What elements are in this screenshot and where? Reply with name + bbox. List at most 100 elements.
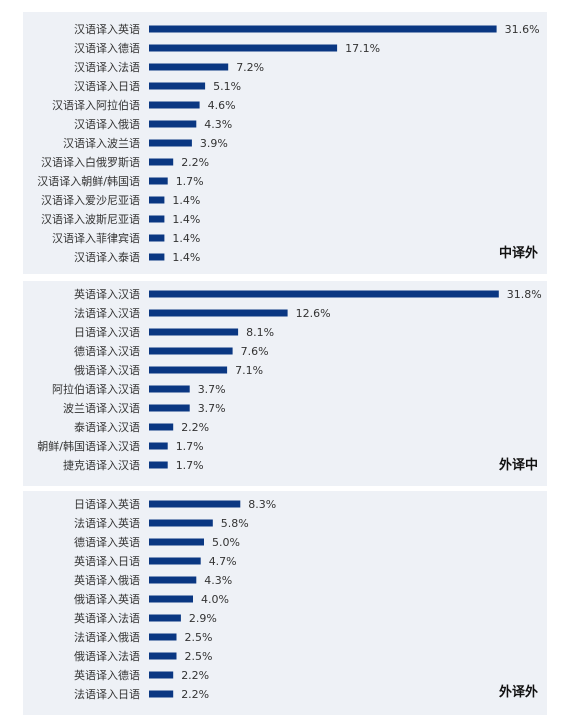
panel-title-foreign-to-foreign: 外译外 <box>498 685 538 700</box>
bar <box>149 290 499 298</box>
chart-panel-foreign-to-zh: 英语译入汉语 31.8% 法语译入汉语 12.6% 日语译入汉语 8.1% 德语译入汉语 7.… <box>23 281 547 486</box>
bar <box>149 44 338 52</box>
bar <box>149 253 165 261</box>
category-label: 法语译入英语 <box>74 516 140 530</box>
category-label: 泰语译入汉语 <box>74 420 140 434</box>
category-label: 汉语译入朝鲜/韩国语 <box>37 174 140 188</box>
category-label: 法语译入俄语 <box>74 630 140 644</box>
bar <box>149 385 190 393</box>
bar <box>149 158 174 166</box>
value-label: 1.7% <box>176 440 204 453</box>
bar-chart-foreign-to-zh: 英语译入汉语 31.8% 法语译入汉语 12.6% 日语译入汉语 8.1% 德语译入汉语 7.… <box>37 287 542 472</box>
category-label: 汉语译入俄语 <box>74 118 140 131</box>
value-label: 1.4% <box>172 251 200 264</box>
bar <box>149 234 165 242</box>
category-label: 英语译入汉语 <box>74 287 140 301</box>
value-label: 8.1% <box>246 326 274 339</box>
bar <box>149 120 197 128</box>
category-label: 汉语译入白俄罗斯语 <box>41 155 140 169</box>
value-label: 3.7% <box>198 383 226 396</box>
category-label: 俄语译入英语 <box>74 592 140 606</box>
bar <box>149 500 241 508</box>
value-label: 1.7% <box>176 175 204 188</box>
bar <box>149 576 197 584</box>
value-label: 7.6% <box>241 345 269 358</box>
category-label: 英语译入日语 <box>74 554 140 568</box>
category-label: 朝鲜/韩国语译入汉语 <box>37 439 140 453</box>
value-label: 2.2% <box>181 421 209 434</box>
category-label: 波兰语译入汉语 <box>63 402 140 415</box>
bar <box>149 25 497 33</box>
panel-title-zh-to-foreign: 中译外 <box>498 246 538 261</box>
bar <box>149 63 229 71</box>
value-label: 3.9% <box>200 137 228 150</box>
category-label: 日语译入汉语 <box>74 326 140 339</box>
value-label: 4.3% <box>204 574 232 587</box>
value-label: 17.1% <box>345 42 380 55</box>
value-label: 2.9% <box>189 612 217 625</box>
bar <box>149 538 204 546</box>
bar <box>149 366 228 374</box>
bar <box>149 423 174 431</box>
value-label: 2.2% <box>181 156 209 169</box>
value-label: 4.6% <box>208 99 236 112</box>
bar <box>149 82 206 90</box>
bar-chart-foreign-to-foreign: 日语译入英语 8.3% 法语译入英语 5.8% 德语译入英语 5.0% 英语译入日语 4.7%… <box>74 497 276 701</box>
chart-panel-zh-to-foreign: 汉语译入英语 31.6% 汉语译入德语 17.1% 汉语译入法语 7.2% 汉语译入日语 5.… <box>23 12 547 274</box>
category-label: 汉语译入法语 <box>74 60 140 74</box>
bar <box>149 652 177 660</box>
bar <box>149 347 233 355</box>
category-label: 汉语译入日语 <box>74 80 140 93</box>
category-label: 阿拉伯语译入汉语 <box>52 382 140 396</box>
chart-panel-foreign-to-foreign: 日语译入英语 8.3% 法语译入英语 5.8% 德语译入英语 5.0% 英语译入日语 4.7%… <box>23 491 547 715</box>
value-label: 8.3% <box>248 498 276 511</box>
category-label: 德语译入汉语 <box>74 344 140 358</box>
bar <box>149 196 165 204</box>
category-label: 日语译入英语 <box>74 497 140 511</box>
panel-title-foreign-to-zh: 外译中 <box>498 458 538 473</box>
bar <box>149 671 174 679</box>
category-label: 汉语译入泰语 <box>74 250 140 264</box>
value-label: 31.6% <box>505 23 540 36</box>
category-label: 汉语译入波斯尼亚语 <box>41 213 140 226</box>
category-label: 英语译入法语 <box>74 611 140 625</box>
bar <box>149 690 174 698</box>
value-label: 4.7% <box>209 555 237 568</box>
category-label: 汉语译入英语 <box>74 22 140 36</box>
category-label: 汉语译入爱沙尼亚语 <box>41 194 140 207</box>
bar <box>149 461 168 469</box>
value-label: 7.2% <box>236 61 264 74</box>
value-label: 5.8% <box>221 517 249 530</box>
category-label: 法语译入汉语 <box>74 306 140 320</box>
value-label: 31.8% <box>507 288 542 301</box>
value-label: 2.5% <box>185 650 213 663</box>
category-label: 德语译入英语 <box>74 535 140 549</box>
bar <box>149 442 168 450</box>
value-label: 2.2% <box>181 669 209 682</box>
value-label: 4.0% <box>201 593 229 606</box>
value-label: 2.2% <box>181 688 209 701</box>
value-label: 3.7% <box>198 402 226 415</box>
category-label: 法语译入日语 <box>74 687 140 701</box>
category-label: 英语译入俄语 <box>74 573 140 587</box>
bar <box>149 328 239 336</box>
category-label: 英语译入德语 <box>74 668 140 682</box>
bar <box>149 557 201 565</box>
bar <box>149 215 165 223</box>
bar <box>149 309 288 317</box>
value-label: 1.7% <box>176 459 204 472</box>
category-label: 汉语译入菲律宾语 <box>52 231 140 245</box>
category-label: 俄语译入汉语 <box>74 364 140 377</box>
value-label: 4.3% <box>204 118 232 131</box>
bar <box>149 101 200 109</box>
category-label: 汉语译入波兰语 <box>63 137 140 150</box>
value-label: 1.4% <box>172 213 200 226</box>
bar <box>149 519 213 527</box>
bar <box>149 139 192 147</box>
value-label: 1.4% <box>172 194 200 207</box>
value-label: 7.1% <box>235 364 263 377</box>
value-label: 5.0% <box>212 536 240 549</box>
category-label: 汉语译入德语 <box>74 41 140 55</box>
bar <box>149 614 181 622</box>
category-label: 捷克语译入汉语 <box>63 458 140 472</box>
